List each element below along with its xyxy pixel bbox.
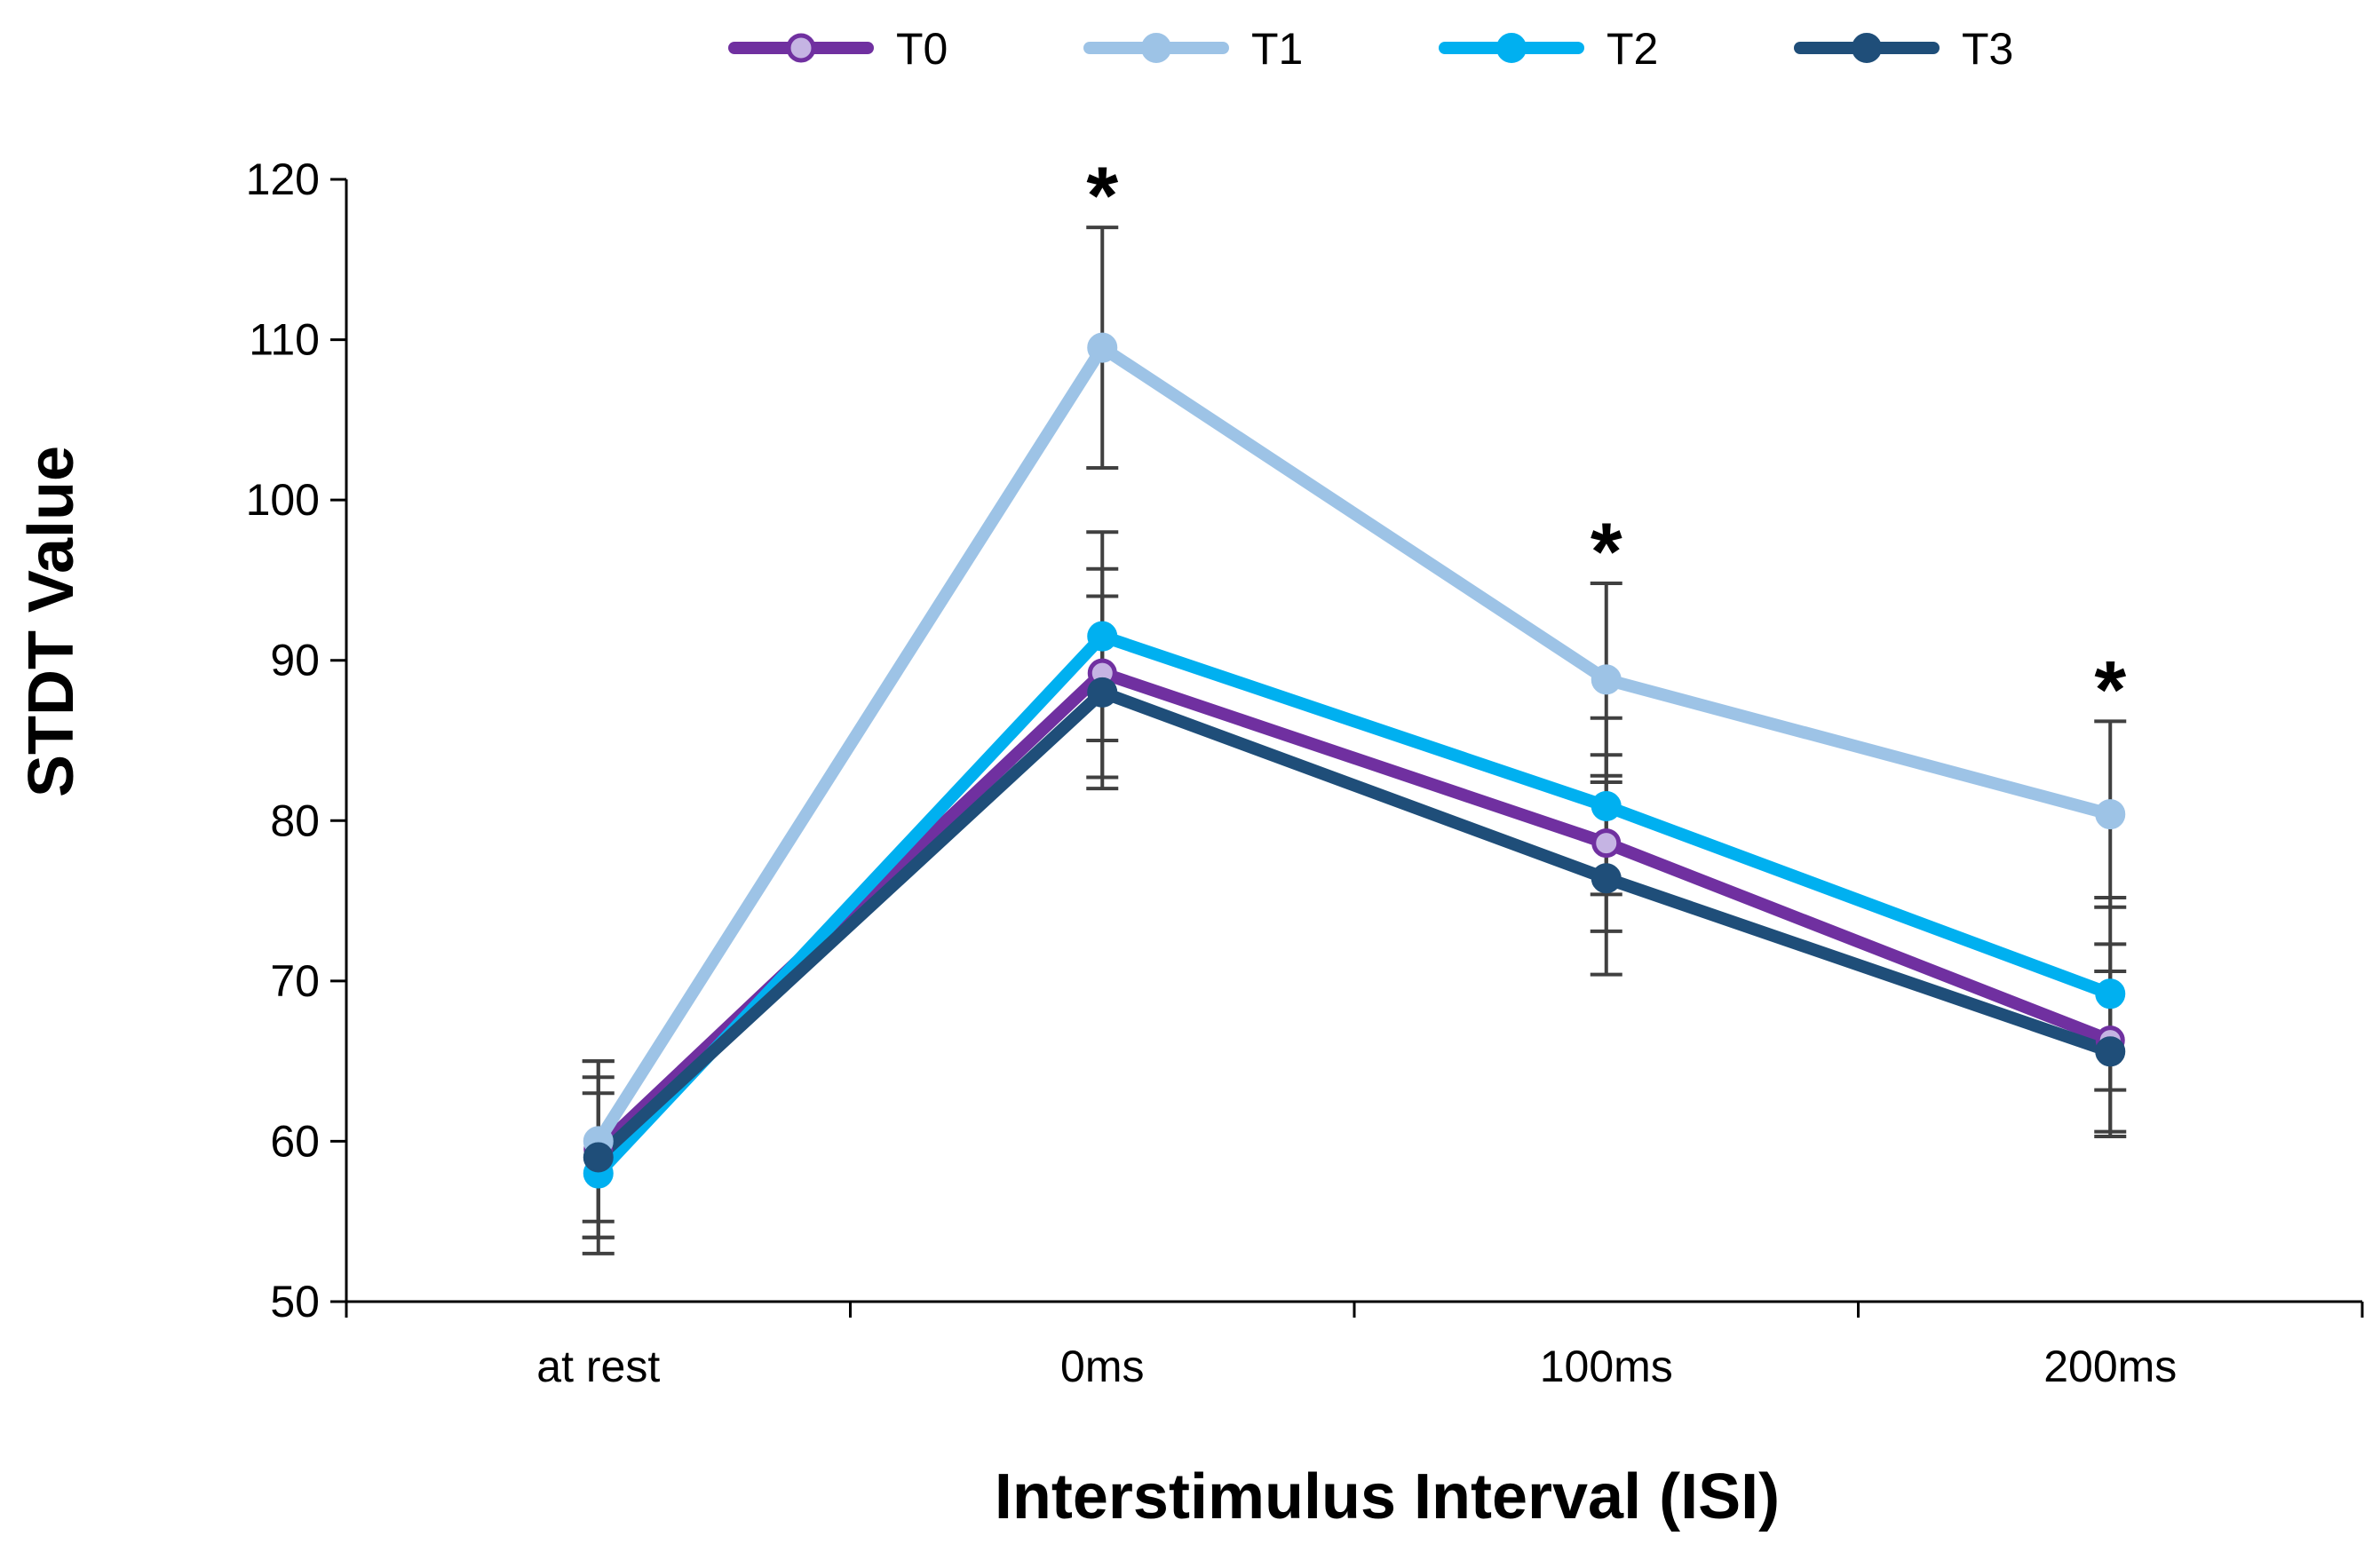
series-lines: [591, 341, 2117, 1180]
data-point-t1: [2095, 799, 2126, 830]
data-point-t1: [1087, 332, 1118, 363]
legend-swatch-marker: [1852, 33, 1882, 63]
data-point-t3: [1087, 677, 1118, 708]
data-point-t3: [2095, 1036, 2126, 1067]
legend-label: T2: [1606, 24, 1658, 74]
legend-item-t2: T2: [1439, 24, 1658, 74]
y-axis-title: STDT Value: [16, 446, 87, 797]
y-tick-label: 110: [249, 315, 320, 365]
data-point-t0: [1591, 828, 1622, 859]
legend-label: T3: [1962, 24, 2013, 74]
data-point-t2: [2095, 978, 2126, 1010]
legend-swatch-marker: [786, 33, 816, 63]
y-tick-label: 50: [270, 1277, 320, 1326]
axes: 50 60 70 80 90 100 110 120 at rest 0ms 100ms 200ms: [246, 154, 2364, 1391]
significance-asterisk: *: [1591, 507, 1622, 598]
data-point-t3: [583, 1142, 614, 1173]
annotations: * * *: [1086, 151, 2126, 735]
legend-swatch-marker: [1496, 33, 1527, 63]
data-point-t1: [1591, 664, 1622, 695]
legend-swatch-marker: [1141, 33, 1171, 63]
significance-asterisk: *: [2094, 645, 2126, 735]
series-line-t1: [591, 341, 2117, 1148]
error-bars: [582, 226, 2127, 1255]
legend-item-t1: T1: [1083, 24, 1303, 74]
x-tick-label: at rest: [536, 1342, 660, 1391]
y-tick-label: 80: [270, 796, 320, 845]
legend-item-t0: T0: [728, 24, 948, 74]
x-tick-label: 100ms: [1540, 1342, 1673, 1391]
y-tick-label: 70: [270, 956, 320, 1006]
data-point-t2: [1087, 621, 1118, 652]
markers: [583, 332, 2126, 1189]
legend-label: T0: [896, 24, 948, 74]
x-tick-label: 0ms: [1060, 1342, 1144, 1391]
significance-asterisk: *: [1086, 151, 1118, 241]
y-tick-label: 60: [270, 1116, 320, 1166]
data-point-t2: [1591, 791, 1622, 822]
legend-label: T1: [1251, 24, 1303, 74]
legend: T0 T1 T2 T3: [728, 24, 2013, 74]
series-line-t2: [591, 629, 2117, 1180]
x-tick-label: 200ms: [2043, 1342, 2177, 1391]
x-axis-title: Interstimulus Interval (ISI): [995, 1461, 1780, 1532]
series-line-t3: [591, 685, 2117, 1164]
y-tick-label: 90: [270, 636, 320, 685]
data-point-t3: [1591, 863, 1622, 894]
y-tick-label: 120: [246, 154, 320, 204]
y-tick-label: 100: [246, 475, 320, 525]
legend-item-t3: T3: [1794, 24, 2013, 74]
